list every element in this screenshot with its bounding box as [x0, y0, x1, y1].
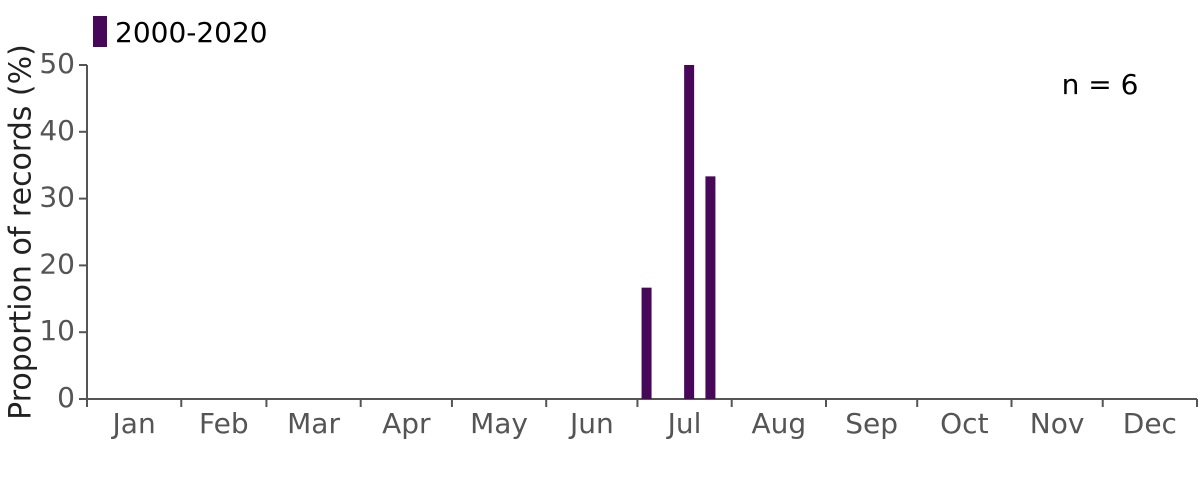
- legend-swatch: [93, 16, 107, 47]
- x-tick-label: May: [470, 407, 528, 440]
- x-tick-label: Jun: [568, 407, 614, 440]
- bar: [641, 287, 652, 399]
- y-tick-label: 30: [39, 181, 75, 214]
- x-tick-label: Nov: [1030, 407, 1085, 440]
- legend-label: 2000-2020: [115, 16, 268, 49]
- x-tick-label: Dec: [1123, 407, 1177, 440]
- x-tick-label: Mar: [287, 407, 340, 440]
- y-tick-label: 40: [39, 114, 75, 147]
- y-axis-title: Proportion of records (%): [4, 44, 39, 420]
- x-tick-label: Feb: [199, 407, 249, 440]
- bar: [705, 176, 716, 399]
- x-tick-label: Jul: [666, 407, 702, 440]
- annotation: n = 6: [1062, 68, 1139, 101]
- x-tick-label: Sep: [845, 407, 898, 440]
- y-tick-label: 0: [57, 381, 75, 414]
- y-tick-label: 50: [39, 47, 75, 80]
- x-tick-label: Apr: [382, 407, 431, 440]
- bar: [684, 65, 695, 399]
- y-tick-label: 20: [39, 247, 75, 280]
- y-tick-label: 10: [39, 314, 75, 347]
- x-tick-label: Aug: [752, 407, 807, 440]
- x-tick-label: Oct: [940, 407, 988, 440]
- x-tick-label: Jan: [111, 407, 156, 440]
